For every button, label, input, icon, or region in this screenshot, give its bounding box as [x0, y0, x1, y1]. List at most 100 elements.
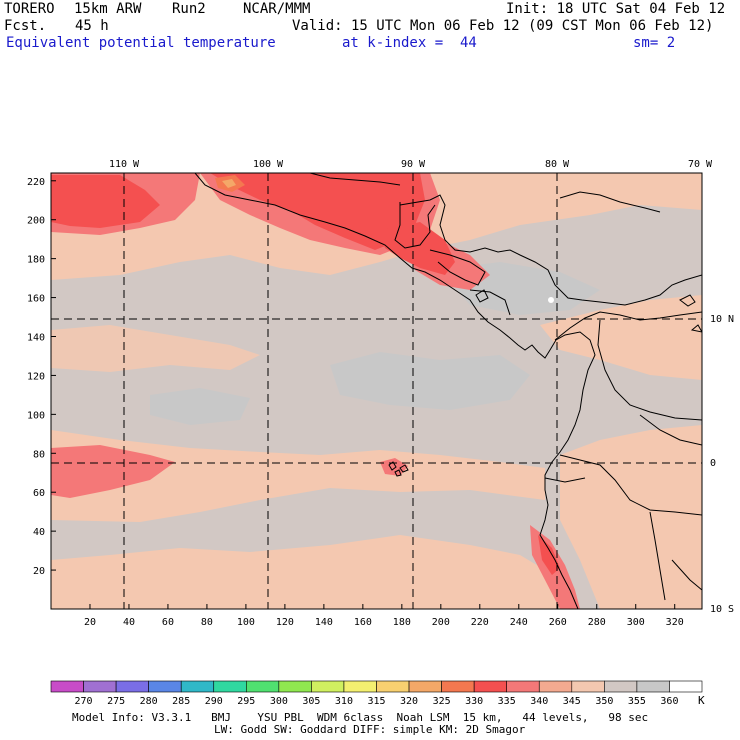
field-band-355-speck — [548, 297, 554, 303]
field-band-330-mexico — [210, 173, 425, 250]
x-tick-label: 160 — [354, 617, 372, 628]
colorbar-unit: K — [698, 694, 705, 707]
colorbar-level-label: 345 — [563, 696, 581, 707]
colorbar-level-label: 310 — [335, 696, 353, 707]
lon-label-80w: 80 W — [545, 159, 570, 170]
colorbar-level-label: 330 — [465, 696, 483, 707]
x-tick-label: 200 — [432, 617, 450, 628]
y-tick-label: 140 — [27, 333, 45, 344]
cuba-coast — [559, 191, 661, 213]
venezuela-brazil-border — [639, 414, 702, 446]
y-tick-label: 80 — [33, 449, 45, 460]
colorbar-level-label: 285 — [172, 696, 190, 707]
colorbar-swatch — [441, 680, 475, 693]
field-band-330-peru — [538, 535, 560, 575]
colorbar-level-label: 270 — [75, 696, 93, 707]
forecast-label: Fcst. — [4, 18, 47, 34]
lon-label-90w: 90 W — [401, 159, 426, 170]
colorbar-level-label: 295 — [237, 696, 255, 707]
init-time: Init: 18 UTC Sat 04 Feb 12 — [506, 1, 726, 17]
field-band-350-a — [330, 352, 530, 410]
field-band-320-mexico — [222, 179, 236, 188]
model-resolution: 15km ARW — [74, 1, 142, 17]
model-info-line2: LW: Godd SW: Goddard DIFF: simple KM: 2D… — [214, 723, 526, 736]
lon-label-70w: 70 W — [688, 159, 713, 170]
colorbar-level-label: 320 — [400, 696, 418, 707]
guatemala-border — [394, 202, 436, 249]
model-info-line1: Model Info: V3.3.1 BMJ YSU PBL WDM 6clas… — [72, 711, 649, 724]
lat-label-0: 0 — [710, 458, 716, 469]
nicaragua-border — [469, 289, 511, 316]
field-name: Equivalent potential temperature — [6, 35, 276, 51]
y-tick-label: 60 — [33, 488, 45, 499]
field-band-340-mid — [51, 325, 260, 372]
lake-nicaragua — [475, 289, 489, 303]
colorbar-swatch — [376, 680, 410, 693]
ecuador-peru-border — [544, 477, 586, 483]
x-tick-label: 20 — [84, 617, 96, 628]
y-axis: 20 40 60 80 100 120 140 160 180 200 220 — [27, 177, 56, 577]
lat-label-10n: 10 N — [710, 314, 734, 325]
colorbar-swatch — [506, 680, 540, 693]
field-band-340-south — [51, 535, 560, 609]
colorbar-swatch — [115, 680, 149, 693]
y-tick-label: 200 — [27, 216, 45, 227]
x-tick-label: 60 — [162, 617, 174, 628]
valid-time: Valid: 15 UTC Mon 06 Feb 12 (09 CST Mon … — [292, 18, 714, 34]
colorbar-level-label: 355 — [628, 696, 646, 707]
field-band-340-caribbean — [540, 295, 702, 380]
colorbar-swatch — [180, 680, 215, 693]
mexico-pacific-coast — [194, 173, 596, 609]
y-tick-label: 40 — [33, 527, 45, 538]
field-band-335-east-pacific — [51, 445, 175, 498]
x-axis: 20 40 60 80 100 120 140 160 180 200 220 240 260 280 30… — [84, 604, 684, 628]
colorbar-level-label: 280 — [140, 696, 158, 707]
colorbar-level-label: 290 — [205, 696, 223, 707]
x-tick-label: 140 — [315, 617, 333, 628]
colorbar-swatch — [604, 680, 638, 693]
field-band-340-equator — [51, 430, 545, 522]
y-tick-label: 20 — [33, 566, 45, 577]
x-tick-label: 300 — [627, 617, 645, 628]
field-band-350-c — [150, 388, 250, 425]
colorbar-swatch — [50, 680, 84, 693]
colorbar: 270 275 280 285 290 295 300 305 310 315 320 325 330 3… — [50, 680, 703, 707]
x-tick-label: 40 — [123, 617, 135, 628]
smoothing-value: sm= 2 — [633, 35, 676, 51]
field-band-330-guatemala — [380, 222, 455, 275]
x-tick-label: 240 — [510, 617, 528, 628]
x-tick-label: 320 — [666, 617, 684, 628]
colorbar-swatch — [148, 680, 182, 693]
model-name: TORERO — [4, 1, 55, 17]
coastlines — [194, 173, 702, 609]
x-tick-label: 220 — [471, 617, 489, 628]
x-tick-label: 120 — [276, 617, 294, 628]
colorbar-level-label: 350 — [595, 696, 613, 707]
field-band-335-islands — [380, 458, 408, 476]
colorbar-level-label: 340 — [530, 696, 548, 707]
honduras-border — [429, 249, 486, 286]
colorbar-level-label: 325 — [433, 696, 451, 707]
colorbar-swatch — [408, 680, 442, 693]
colorbar-level-label: 360 — [660, 696, 678, 707]
field-band-340-east — [560, 425, 702, 609]
colorbar-swatch — [311, 680, 345, 693]
y-tick-label: 180 — [27, 255, 45, 266]
gulf-coast — [309, 173, 401, 186]
org-label: NCAR/MMM — [243, 1, 311, 17]
colorbar-swatch — [636, 680, 670, 693]
lon-label-110w: 110 W — [109, 159, 140, 170]
colorbar-level-label: 315 — [367, 696, 385, 707]
colorbar-swatch — [538, 680, 573, 693]
x-tick-label: 180 — [393, 617, 411, 628]
caribbean-islands — [679, 294, 702, 333]
colorbar-swatch — [83, 680, 117, 693]
colorbar-swatch — [343, 680, 377, 693]
colorbar-level-label: 275 — [107, 696, 125, 707]
lon-label-100w: 100 W — [253, 159, 284, 170]
colombia-peru-border — [559, 454, 702, 516]
colorbar-level-label: 300 — [270, 696, 288, 707]
map-frame — [50, 172, 703, 610]
colorbar-swatch — [571, 680, 605, 693]
